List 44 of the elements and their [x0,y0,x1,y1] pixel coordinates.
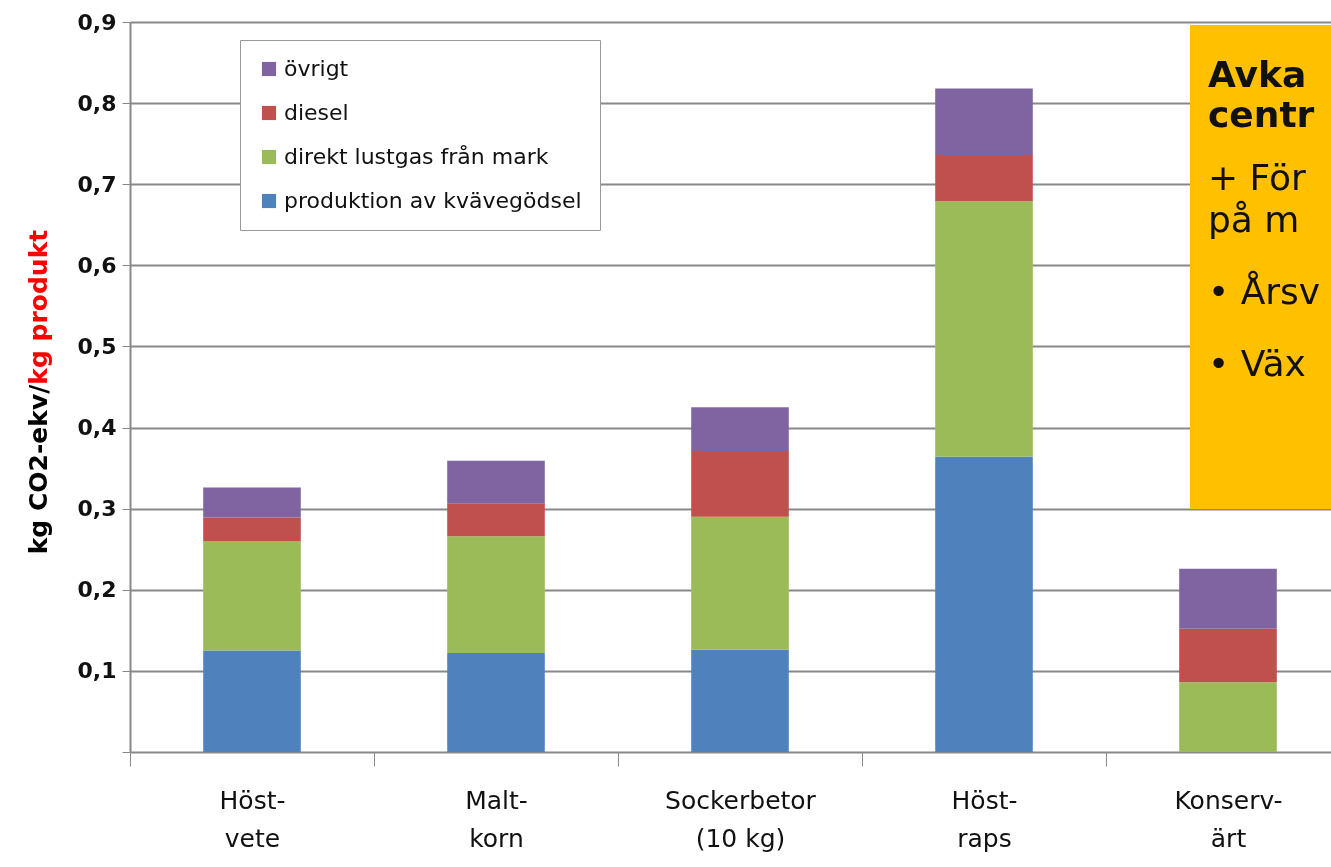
bar [1179,682,1277,752]
bar [447,460,545,504]
bar [691,451,789,517]
y-tick-label: 0,8 [77,90,117,116]
y-tick-label: 0,3 [77,496,117,522]
bar [203,487,301,518]
y-tick-label: 0,7 [77,171,117,197]
legend-label: övrigt [284,56,349,81]
bar [447,653,545,752]
y-tick-label: 0,6 [77,252,117,278]
bar [1179,568,1277,629]
y-axis-title: kg CO2-ekv/kg produkt [23,229,53,555]
x-tick-label: Sockerbetor (10 kg) [665,785,817,853]
bar [1179,628,1277,683]
x-tick-label: Höst- vete [219,785,286,853]
bar [203,517,301,542]
annotation: centr [1208,94,1316,135]
y-tick-label: 0,9 [77,9,117,35]
y-tick-label: 0,4 [77,415,117,441]
bar [935,155,1033,202]
bar [935,88,1033,156]
y-tick-label: 0,2 [77,577,117,603]
annotation: • Väx [1208,343,1307,385]
legend-label: diesel [284,100,349,125]
bar [447,503,545,537]
legend-label: produktion av kvävegödsel [284,188,582,213]
y-tick-label: 0,1 [77,658,117,684]
bar [691,649,789,752]
annotation: + För [1208,157,1307,199]
legend-label: direkt lustgas från mark [284,144,549,169]
x-tick-label: Höst- raps [951,785,1018,853]
bar [935,456,1033,752]
bar [935,201,1033,457]
annotation: Avka [1208,54,1308,95]
x-tick-label: Konserv- ärt [1174,785,1283,853]
y-tick-label: 0,5 [77,333,117,359]
annotation: • Årsv [1208,271,1322,313]
bar [203,541,301,651]
annotation: på m [1208,199,1301,241]
bar [691,407,789,452]
bar [447,536,545,654]
x-tick-label: Malt- korn [465,785,528,853]
bar [691,516,789,650]
bar [203,650,301,752]
